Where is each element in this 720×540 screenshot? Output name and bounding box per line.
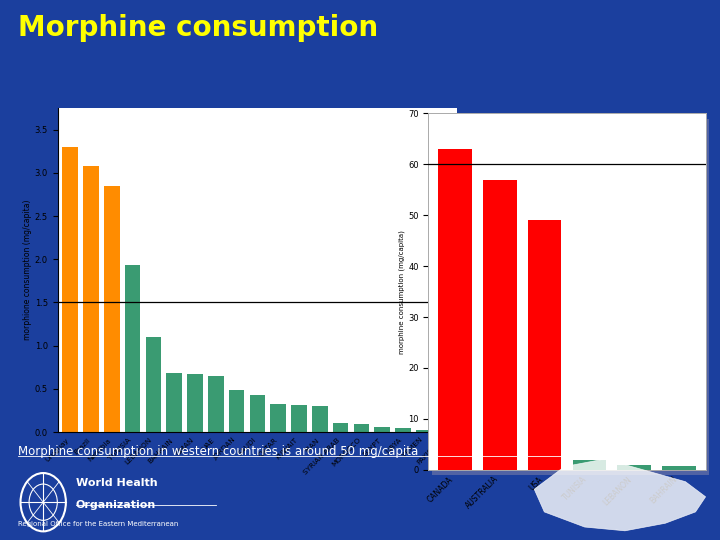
Text: Regional Office for the Eastern Mediterranean: Regional Office for the Eastern Mediterr… [18,521,179,527]
Bar [483,180,517,470]
Bar [312,406,328,432]
Bar [438,149,472,470]
Bar [125,265,140,432]
Bar [617,465,651,470]
Text: Organization: Organization [76,500,156,510]
Bar [374,427,390,432]
Polygon shape [534,459,706,531]
Bar [333,423,348,432]
Bar [395,428,411,432]
Bar [528,220,562,470]
Bar [416,430,432,432]
Text: World Health: World Health [76,478,157,488]
Bar [208,376,224,432]
Bar [166,373,182,432]
Y-axis label: morphine consumption (mg/capita): morphine consumption (mg/capita) [399,230,405,354]
Bar [145,337,161,432]
Bar [187,374,203,432]
Bar [104,186,120,432]
Bar [572,460,606,470]
Bar [63,147,78,432]
Text: Morphine consumption: Morphine consumption [18,14,378,42]
Bar [83,166,99,432]
Bar [662,467,696,470]
Bar [229,390,244,432]
Text: Morphine consumption in western countries is around 50 mg/capita: Morphine consumption in western countrie… [18,446,418,458]
Bar [291,405,307,432]
Bar [250,395,265,432]
Y-axis label: morphione consumption (mg/capita): morphione consumption (mg/capita) [23,200,32,340]
Bar [354,424,369,432]
Bar [271,404,286,432]
